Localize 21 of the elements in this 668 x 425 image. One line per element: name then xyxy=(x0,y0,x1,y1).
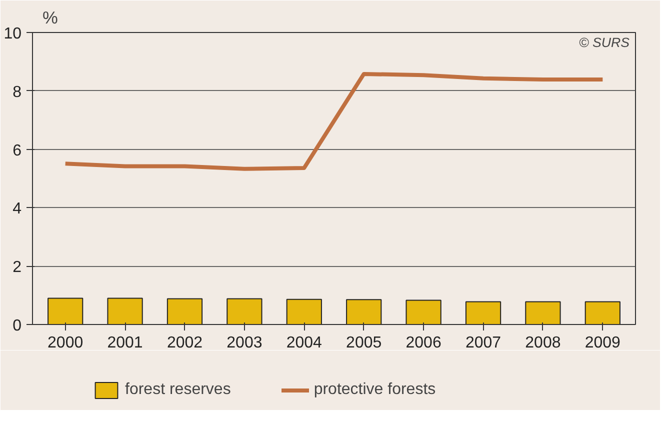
line-series xyxy=(63,72,605,171)
x-tick-label: 2006 xyxy=(406,334,442,352)
y-tick-label: 6 xyxy=(12,142,22,160)
x-tick-label: 2008 xyxy=(525,334,561,352)
y-tick-label: 4 xyxy=(12,200,22,218)
x-tick-label: 2007 xyxy=(465,334,502,352)
y-axis-title: % xyxy=(42,8,58,28)
y-tick-label: 2 xyxy=(12,259,22,276)
x-tick-label: 2004 xyxy=(286,334,322,352)
x-tick-label: 2005 xyxy=(346,334,382,352)
x-tick-label: 2000 xyxy=(48,334,84,352)
x-tick-label: 2003 xyxy=(226,334,262,352)
y-tick-label: 8 xyxy=(12,84,22,101)
x-tick-label: 2002 xyxy=(166,334,203,352)
legend-label: forest reserves xyxy=(125,380,231,400)
x-tick-label: 2001 xyxy=(107,334,143,352)
annotation: © SURS xyxy=(578,35,630,50)
x-tick-label: 2009 xyxy=(584,334,621,352)
y-tick-label: 0 xyxy=(12,318,22,334)
y-tick-label: 10 xyxy=(4,26,22,42)
legend-label: protective forests xyxy=(314,380,436,400)
